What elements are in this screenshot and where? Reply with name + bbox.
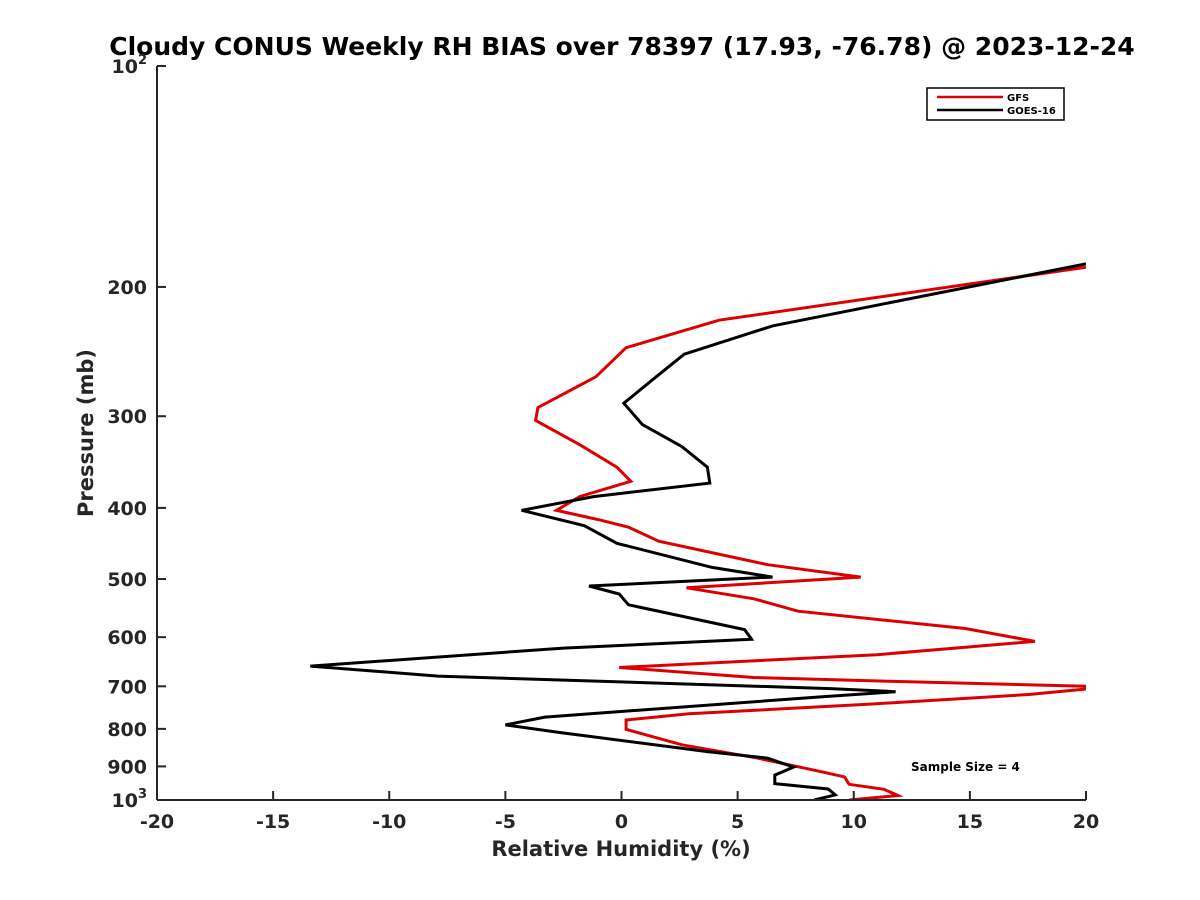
y-ticks: 102 200 300 400 500 600 700 800 900 103 — [107, 53, 166, 812]
x-tick-label: -15 — [256, 811, 290, 833]
y-tick-label: 400 — [107, 498, 147, 520]
x-tick-label: 10 — [841, 811, 867, 833]
x-tick-label: 15 — [957, 811, 983, 833]
legend: GFS GOES-16 — [926, 87, 1065, 121]
x-axis-label: Relative Humidity (%) — [491, 837, 750, 861]
y-tick-label: 102 — [112, 53, 148, 78]
x-tick-label: -5 — [495, 811, 516, 833]
x-ticks: -20 -15 -10 -5 0 5 10 15 20 — [140, 791, 1099, 833]
axes — [156, 66, 1086, 801]
series-layer — [310, 262, 1086, 800]
legend-label-gfs: GFS — [1007, 93, 1029, 104]
x-tick-label: 5 — [731, 811, 744, 833]
y-tick-label: 700 — [107, 676, 147, 698]
y-tick-label: 800 — [107, 719, 147, 741]
y-tick-label: 900 — [107, 756, 147, 778]
x-tick-label: -20 — [140, 811, 174, 833]
legend-box — [926, 87, 1065, 121]
series-line-gfs — [533, 265, 1086, 800]
sample-size-annotation: Sample Size = 4 — [911, 760, 1020, 774]
y-tick-label: 200 — [107, 277, 147, 299]
y-axis-label: Pressure (mb) — [74, 349, 98, 517]
chart-title: Cloudy CONUS Weekly RH BIAS over 78397 (… — [109, 32, 1134, 61]
y-tick-label: 103 — [112, 787, 148, 812]
y-tick-label: 300 — [107, 406, 147, 428]
legend-label-goes16: GOES-16 — [1007, 106, 1056, 117]
x-tick-label: -10 — [372, 811, 406, 833]
series-line-goes16 — [310, 262, 1086, 800]
x-tick-label: 20 — [1073, 811, 1099, 833]
y-tick-label: 500 — [107, 569, 147, 591]
y-tick-label: 600 — [107, 627, 147, 649]
x-tick-label: 0 — [615, 811, 628, 833]
